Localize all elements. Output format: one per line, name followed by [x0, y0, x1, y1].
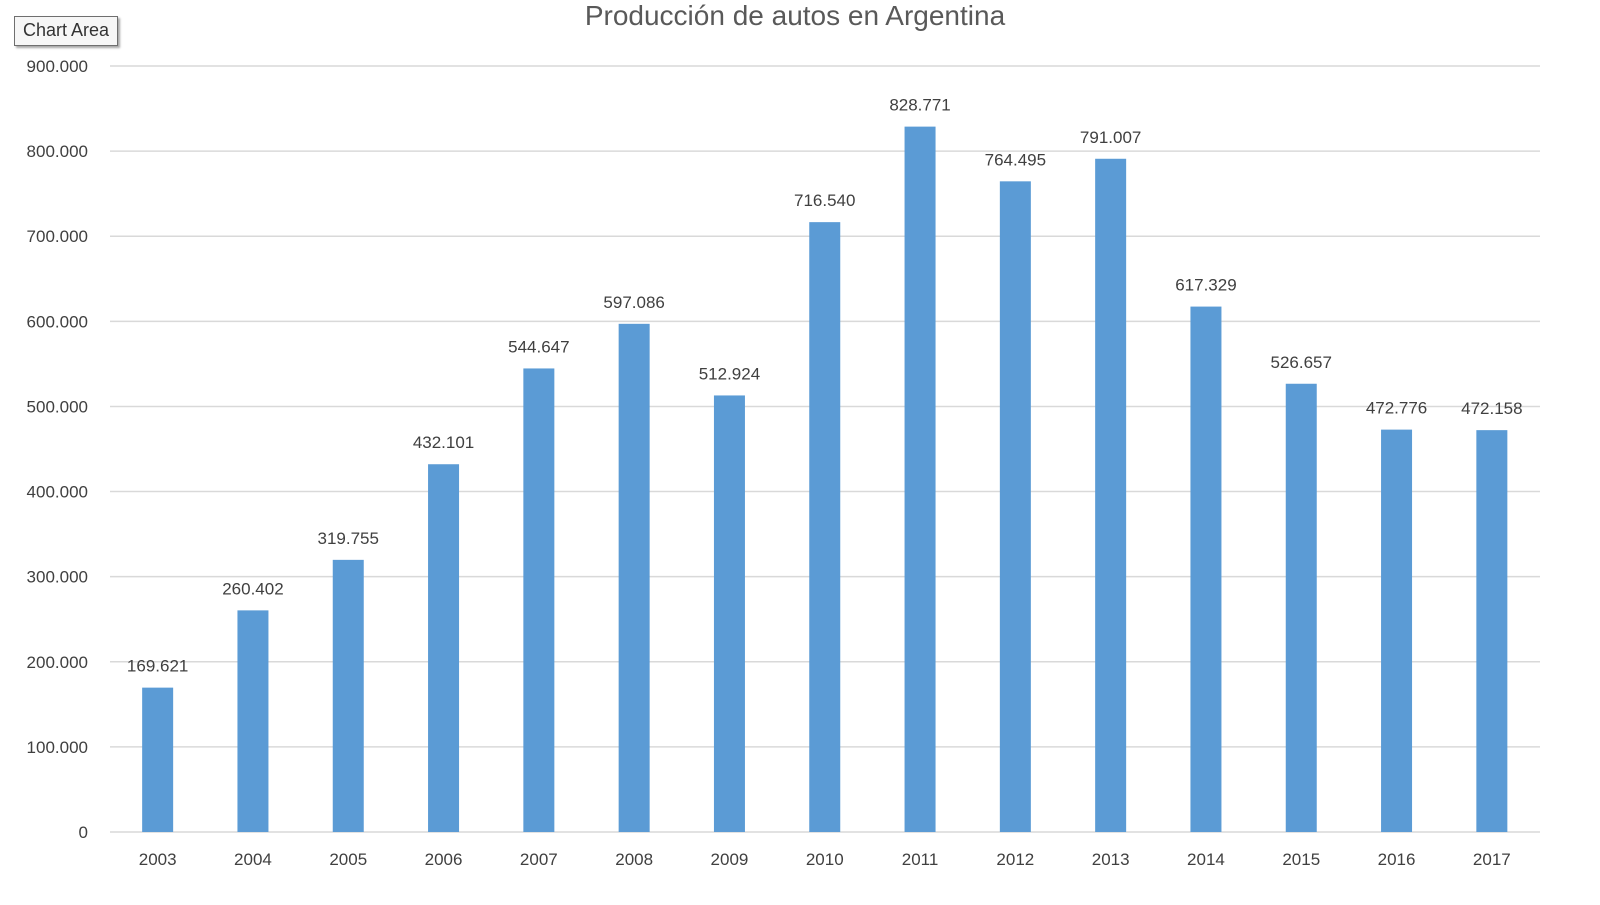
- y-tick-label: 0: [79, 823, 88, 842]
- bar[interactable]: [618, 323, 650, 832]
- y-tick-label: 600.000: [27, 312, 88, 331]
- bar[interactable]: [428, 464, 460, 832]
- bar[interactable]: [1190, 306, 1222, 832]
- chart-area-tooltip: Chart Area: [14, 16, 119, 46]
- x-tick-label: 2010: [806, 850, 844, 869]
- x-tick-label: 2008: [615, 850, 653, 869]
- x-tick-label: 2016: [1378, 850, 1416, 869]
- data-label: 472.776: [1366, 399, 1427, 418]
- bar[interactable]: [332, 559, 364, 832]
- data-label: 260.402: [222, 579, 283, 598]
- x-tick-label: 2009: [711, 850, 749, 869]
- y-tick-label: 900.000: [27, 57, 88, 76]
- data-label: 716.540: [794, 191, 855, 210]
- data-label: 597.086: [603, 293, 664, 312]
- x-tick-label: 2004: [234, 850, 272, 869]
- x-tick-label: 2003: [139, 850, 177, 869]
- x-tick-label: 2015: [1282, 850, 1320, 869]
- bar[interactable]: [523, 368, 555, 832]
- data-labels: 169.621 260.402 319.755 432.101 544.647 597.0…: [127, 96, 1523, 676]
- bar[interactable]: [1285, 383, 1317, 832]
- y-tick-label: 400.000: [27, 483, 88, 502]
- chart-title: Producción de autos en Argentina: [585, 0, 1006, 31]
- data-label: 512.924: [699, 364, 760, 383]
- bar[interactable]: [1476, 430, 1508, 832]
- x-tick-label: 2007: [520, 850, 558, 869]
- x-tick-label: 2006: [425, 850, 463, 869]
- x-tick-label: 2017: [1473, 850, 1511, 869]
- data-label: 169.621: [127, 657, 188, 676]
- x-tick-label: 2005: [329, 850, 367, 869]
- data-label: 617.329: [1175, 276, 1236, 295]
- y-tick-label: 100.000: [27, 738, 88, 757]
- bar[interactable]: [237, 610, 269, 832]
- x-tick-label: 2013: [1092, 850, 1130, 869]
- y-tick-label: 200.000: [27, 653, 88, 672]
- y-tick-label: 500.000: [27, 397, 88, 416]
- data-label: 828.771: [889, 96, 950, 115]
- y-tick-label: 800.000: [27, 142, 88, 161]
- y-tick-label: 300.000: [27, 568, 88, 587]
- bars: [142, 126, 1508, 833]
- x-axis-tick-labels: 2003 2004 2005 2006 2007 2008 2009 2010 2011 2012…: [139, 850, 1511, 869]
- bar[interactable]: [999, 181, 1031, 832]
- data-label: 472.158: [1461, 399, 1522, 418]
- x-tick-label: 2011: [902, 850, 939, 869]
- data-label: 544.647: [508, 337, 569, 356]
- bar[interactable]: [1095, 158, 1127, 833]
- bar[interactable]: [1381, 429, 1413, 832]
- bar[interactable]: [142, 687, 174, 832]
- data-label: 319.755: [318, 529, 379, 548]
- y-tick-label: 700.000: [27, 227, 88, 246]
- data-label: 526.657: [1271, 353, 1332, 372]
- x-tick-label: 2012: [996, 850, 1034, 869]
- data-label: 791.007: [1080, 128, 1141, 147]
- data-label: 764.495: [985, 150, 1046, 169]
- bar[interactable]: [713, 395, 745, 832]
- bar[interactable]: [809, 222, 841, 833]
- y-axis-tick-labels: 0 100.000 200.000 300.000 400.000 500.000 600.…: [27, 57, 88, 842]
- data-label: 432.101: [413, 433, 474, 452]
- x-tick-label: 2014: [1187, 850, 1225, 869]
- bar[interactable]: [904, 126, 936, 833]
